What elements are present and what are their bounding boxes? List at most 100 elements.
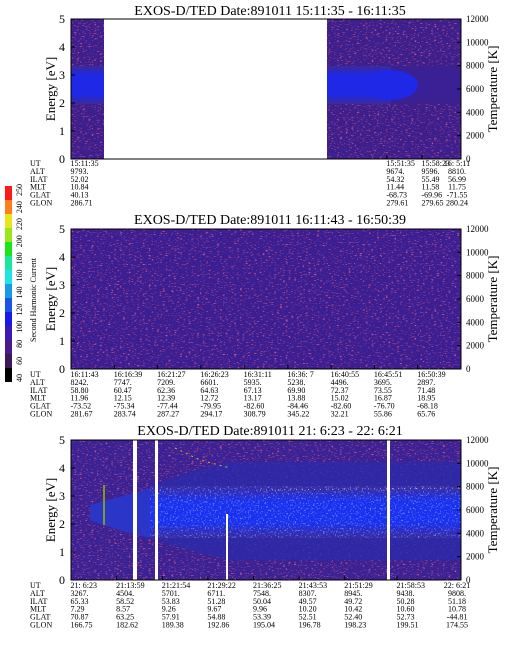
panel-3-eph-value: 3267. — [71, 589, 89, 598]
panel-3-y2tick-label: 2000 — [466, 552, 485, 562]
panel-1-eph-value: 11.75 — [448, 183, 466, 192]
panel-3-eph-value: 52.73 — [397, 613, 415, 622]
panel-3-eph-value: 10.20 — [299, 605, 317, 614]
panel-3-eph-value: 21:58:53 — [397, 581, 425, 590]
panel-2-eph-value: 16.87 — [374, 394, 392, 403]
panel-2-eph-value: 287.27 — [157, 410, 179, 419]
panel-3-eph-row-label: GLON — [30, 621, 52, 630]
panel-1-eph-value: -68.73 — [386, 191, 407, 200]
panel-3-eph-value: 10.78 — [448, 605, 466, 614]
panel-3-eph-value: 195.04 — [253, 621, 275, 630]
panel-2-eph-value: 62.36 — [157, 386, 175, 395]
panel-2-ytick-label: 5 — [59, 222, 65, 236]
colorbar-tick-label: 220 — [15, 218, 24, 230]
panel-3-eph-value: 8307. — [299, 589, 317, 598]
panel-3-eph-row-label: GLAT — [30, 613, 51, 622]
panel-3-eph-value: 21:36:25 — [253, 581, 281, 590]
panel-3-eph-row-label: MLT — [30, 605, 46, 614]
panel-2-eph-value: 64.63 — [200, 386, 218, 395]
colorbar-tick-label: 100 — [15, 321, 24, 333]
panel-1-title: EXOS-D/TED Date:891011 15:11:35 - 16:11:… — [134, 4, 405, 19]
panel-2-y2tick-label: 8000 — [466, 271, 485, 281]
panel-1-plot — [70, 18, 462, 160]
panel-1-eph-value: 11.58 — [422, 183, 440, 192]
panel-1-y2tick-label: 4000 — [466, 107, 485, 117]
panel-2-eph-value: -84.46 — [287, 402, 308, 411]
panel-3-eph-value: 192.86 — [207, 621, 229, 630]
panel-1-eph-value: 15:58:23 — [422, 159, 450, 168]
panel-3-eph-value: 189.38 — [162, 621, 184, 630]
panel-1-y2tick-label: 10000 — [466, 37, 489, 47]
colorbar-tick-label: 240 — [15, 201, 24, 213]
colorbar-tick-label: 160 — [15, 269, 24, 281]
panel-3-eph-value: 51.28 — [207, 597, 225, 606]
panel-1-ytick-label: 4 — [59, 40, 65, 54]
panel-3-eph-value: 9438. — [397, 589, 415, 598]
panel-1-eph-value: 10.84 — [71, 183, 89, 192]
panel-3-eph-value: 5701. — [162, 589, 180, 598]
panel-3-ytick-label: 1 — [59, 545, 65, 559]
panel-1-eph-value: -69.96 — [422, 191, 443, 200]
panel-3-eph-value: 7.29 — [71, 605, 85, 614]
panel-2-eph-value: 11.96 — [71, 394, 89, 403]
panel-2-eph-value: 16:40:55 — [331, 370, 359, 379]
panel-2-eph-value: 3695. — [374, 378, 392, 387]
panel-2-eph-value: 16:11:43 — [71, 370, 99, 379]
panel-3-eph-value: -44.81 — [447, 613, 468, 622]
panel-1-eph-value: 279.65 — [422, 199, 444, 208]
panel-3-eph-value: 54.88 — [207, 613, 225, 622]
panel-2-eph-value: 69.90 — [287, 386, 305, 395]
panel-2-ytick-label: 0 — [59, 362, 65, 376]
panel-3-eph-value: 8.57 — [116, 605, 130, 614]
panel-1-eph-value: 8810. — [448, 167, 466, 176]
panel-1-eph-value: 56.99 — [448, 175, 466, 184]
panel-3-eph-value: 21:43:53 — [299, 581, 327, 590]
panel-1-y2tick-label: 12000 — [466, 14, 489, 24]
panel-1-eph-value: 15:51:35 — [386, 159, 414, 168]
panel-2-eph-value: 16:26:23 — [200, 370, 228, 379]
panel-3-eph-value: 182.62 — [116, 621, 138, 630]
panel-3-eph-value: 49.72 — [344, 597, 362, 606]
panel-3-gap-1 — [133, 440, 137, 580]
panel-2-y2tick-label: 0 — [466, 364, 471, 374]
panel-1-eph-value: 280.24 — [446, 199, 468, 208]
panel-1-eph-value: 40.13 — [71, 191, 89, 200]
panel-3-eph-value: 7548. — [253, 589, 271, 598]
panel-3-eph-value: 4504. — [116, 589, 134, 598]
panel-2-eph-value: -79.95 — [200, 402, 221, 411]
panel-2-eph-value: 5935. — [244, 378, 262, 387]
panel-1-eph-value: 286.71 — [71, 199, 93, 208]
colorbar-tick-label: 200 — [15, 235, 24, 247]
panel-3-gap-3 — [387, 440, 390, 580]
panel-3-eph-value: 50.28 — [397, 597, 415, 606]
panel-2-eph-value: 13.88 — [287, 394, 305, 403]
panel-3-eph-value: 10.60 — [397, 605, 415, 614]
panel-2-eph-value: 58.80 — [71, 386, 89, 395]
panel-3-eph-value: 10.42 — [344, 605, 362, 614]
panel-1-y2tick-label: 0 — [466, 154, 471, 164]
colorbar-tick-label: 140 — [15, 287, 24, 299]
panel-3-eph-value: 70.87 — [71, 613, 89, 622]
panel-2-eph-value: 12.15 — [114, 394, 132, 403]
panel-3-ytick-label: 0 — [59, 573, 65, 587]
panel-3-y2label: Temperature [K] — [485, 467, 500, 554]
panel-2-eph-row-label: GLAT — [30, 402, 51, 411]
panel-3-eph-value: 52.40 — [344, 613, 362, 622]
panel-1-eph-value: 279.61 — [386, 199, 408, 208]
panel-3-eph-value: 50.04 — [253, 597, 271, 606]
panel-1-eph-row-label: ILAT — [30, 175, 47, 184]
panel-1-eph-value: 52.02 — [71, 175, 89, 184]
panel-3-eph-value: 196.78 — [299, 621, 321, 630]
panel-2-ytick-label: 1 — [59, 334, 65, 348]
panel-2-eph-value: -82.60 — [244, 402, 265, 411]
panel-1-eph-value: 16: 5:11 — [444, 159, 470, 168]
panel-2-eph-row-label: ALT — [30, 378, 45, 387]
panel-3-ytick-label: 2 — [59, 517, 65, 531]
panel-2-eph-value: 281.67 — [71, 410, 93, 419]
panel-2-eph-value: 12.39 — [157, 394, 175, 403]
panel-2-eph-value: -76.70 — [374, 402, 395, 411]
colorbar-bar — [5, 186, 12, 382]
panel-2-eph-value: 2897. — [417, 378, 435, 387]
panel-1-eph-row-label: UT — [30, 159, 41, 168]
panel-1-eph-row-label: GLON — [30, 199, 52, 208]
